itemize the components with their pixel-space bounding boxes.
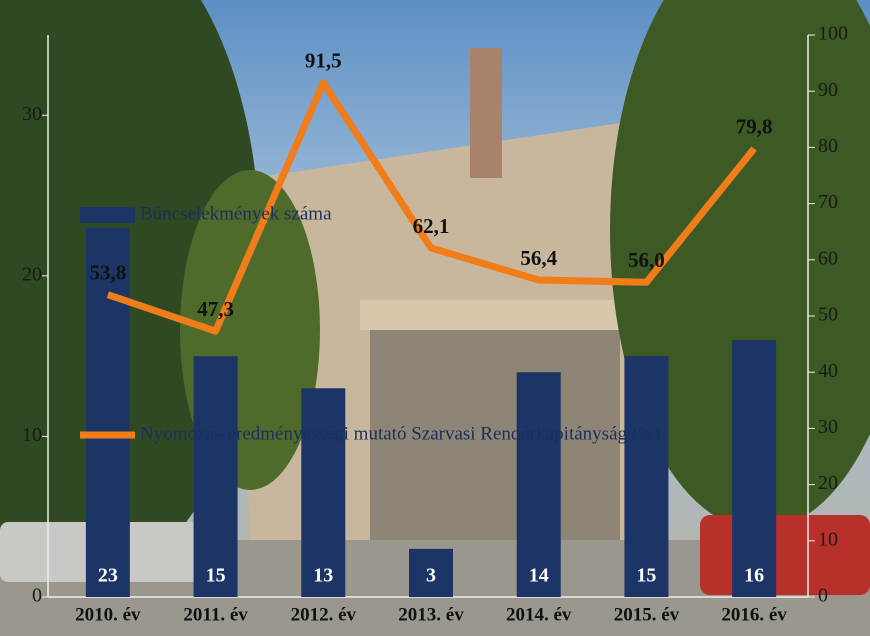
line-value-label: 53,8 [89, 260, 126, 284]
bar-value-label: 23 [98, 565, 118, 587]
x-tick-label: 2015. év [614, 604, 680, 625]
line-value-label: 79,8 [736, 114, 773, 138]
y2-tick-label: 40 [818, 360, 838, 382]
y2-tick-label: 30 [818, 416, 838, 438]
bar-value-label: 16 [744, 565, 764, 587]
bar-value-label: 3 [426, 565, 436, 587]
x-tick-label: 2011. év [183, 604, 248, 625]
x-tick-label: 2016. év [721, 604, 787, 625]
x-tick-label: 2012. év [291, 604, 357, 625]
y2-tick-label: 80 [818, 135, 838, 157]
line-value-label: 56,0 [628, 248, 665, 272]
x-tick-label: 2014. év [506, 604, 572, 625]
y-tick-label: 20 [22, 263, 42, 285]
bar [516, 372, 561, 597]
y-tick-label: 10 [22, 424, 42, 446]
x-tick-label: 2013. év [398, 604, 464, 625]
y2-tick-label: 20 [818, 472, 838, 494]
y-tick-label: 0 [32, 585, 42, 607]
line-value-label: 91,5 [305, 49, 342, 73]
bar [624, 356, 669, 597]
bar-value-label: 13 [313, 565, 333, 587]
y2-tick-label: 100 [818, 23, 848, 45]
y2-tick-label: 60 [818, 247, 838, 269]
legend-label: Nyomozás-eredményességi mutató Szarvasi … [140, 423, 660, 444]
line-value-label: 56,4 [520, 246, 557, 270]
bar [85, 227, 130, 597]
y2-tick-label: 50 [818, 304, 838, 326]
x-tick-label: 2010. év [75, 604, 141, 625]
bar-value-label: 14 [529, 565, 549, 587]
legend-label: Bűncselekmények száma [140, 203, 332, 224]
y2-tick-label: 0 [818, 585, 828, 607]
line [106, 79, 757, 335]
bar-value-label: 15 [636, 565, 656, 587]
bar [409, 548, 453, 597]
bar [301, 388, 346, 597]
legend-swatch [80, 207, 135, 223]
line-value-label: 47,3 [197, 297, 234, 321]
bar [193, 356, 238, 597]
bar [732, 340, 777, 597]
line-value-label: 62,1 [413, 214, 450, 238]
y2-tick-label: 10 [818, 528, 838, 550]
y-tick-label: 30 [22, 103, 42, 125]
y2-tick-label: 70 [818, 191, 838, 213]
bar-value-label: 15 [206, 565, 226, 587]
y2-tick-label: 90 [818, 79, 838, 101]
